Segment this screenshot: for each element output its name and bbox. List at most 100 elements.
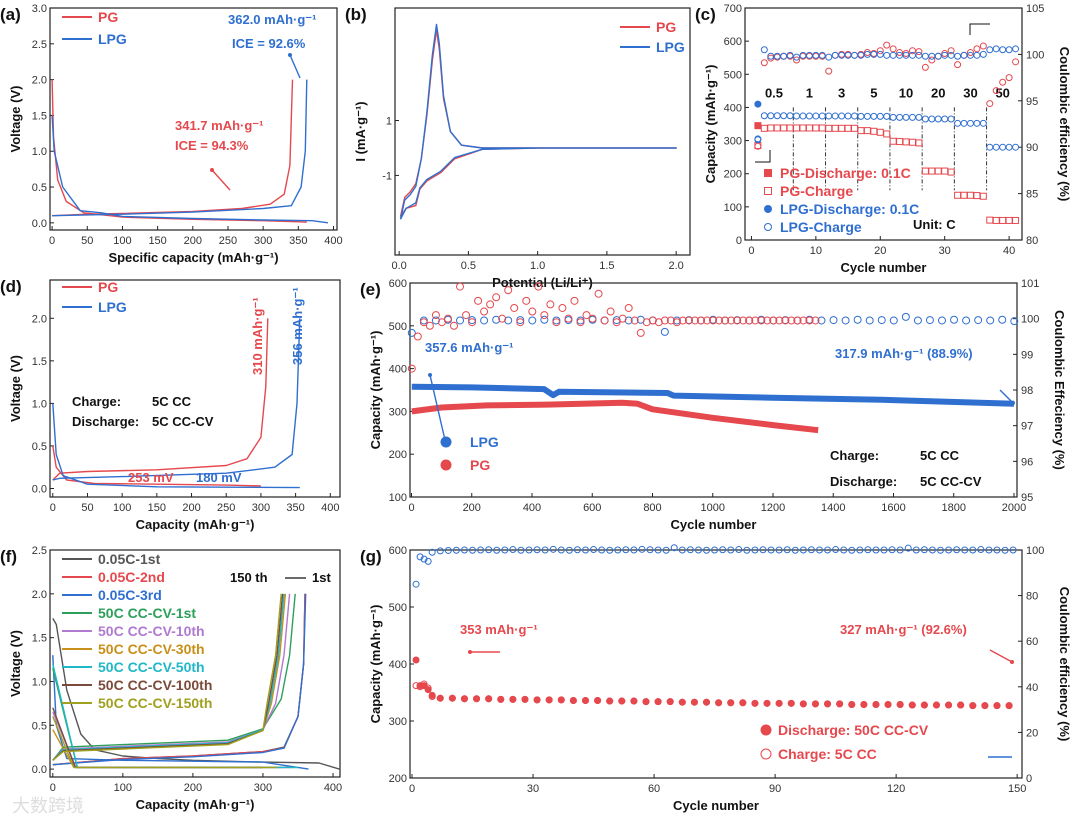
legend-item: PG-Charge (764, 183, 853, 199)
data-point (420, 555, 428, 563)
data-point (915, 139, 923, 147)
data-point (954, 52, 962, 60)
annotation: Charge: (72, 394, 121, 409)
data-point (876, 128, 884, 136)
x-tick-label: 0 (50, 502, 56, 514)
data-point (851, 124, 859, 132)
data-point (636, 328, 645, 337)
y2-tick-label: 80 (1026, 591, 1038, 603)
data-point (986, 46, 994, 54)
data-point (678, 316, 687, 325)
legend-label: 50C CC-CV-10th (98, 623, 205, 639)
data-point (921, 52, 929, 60)
data-point (863, 49, 871, 57)
data-point (485, 695, 493, 703)
data-point (630, 697, 638, 705)
y2-tick-label: 99 (1021, 349, 1033, 361)
x-axis-title: Cycle number (673, 798, 759, 813)
data-point (456, 282, 465, 291)
data-point (793, 53, 801, 61)
data-point (694, 546, 702, 554)
data-point (896, 113, 904, 121)
panel-label: (b) (345, 5, 367, 24)
data-point (618, 697, 626, 705)
data-point (504, 316, 513, 325)
data-point (581, 546, 589, 554)
data-point (1005, 702, 1013, 710)
data-point (966, 191, 974, 199)
legend-item: 50C CC-CV-100th (62, 677, 212, 693)
y2-tick-label: 40 (1026, 682, 1038, 694)
data-point (863, 127, 871, 135)
y-tick-label: 2.0 (32, 589, 47, 601)
data-point (793, 112, 801, 120)
plot-frame (49, 7, 338, 231)
data-point (896, 546, 904, 554)
data-point (880, 546, 888, 554)
data-point (818, 112, 826, 120)
data-point (872, 546, 880, 554)
data-point (786, 112, 794, 120)
legend-item: 50C CC-CV-10th (62, 623, 205, 639)
data-point (407, 328, 416, 337)
data-point (831, 124, 839, 132)
data-point (760, 748, 772, 760)
data-point (915, 48, 923, 56)
data-point (412, 580, 420, 588)
data-point (1012, 216, 1020, 224)
data-point (811, 700, 819, 708)
data-point (760, 724, 772, 736)
plot-frame (49, 549, 341, 778)
data-point (486, 300, 495, 309)
data-point (848, 700, 856, 708)
arrow-icon (289, 54, 301, 79)
data-point (443, 314, 452, 323)
y-tick-label: 300 (389, 716, 407, 728)
data-point (424, 557, 432, 565)
data-point (799, 316, 808, 325)
data-point (805, 124, 813, 132)
annotation: 341.7 mAh·g⁻¹ (175, 118, 264, 133)
legend-label: LPG (98, 31, 127, 47)
series-line (52, 593, 296, 761)
y2-tick-label: 20 (1026, 727, 1038, 739)
series-50c-150th-c (52, 593, 282, 761)
data-point (528, 316, 537, 325)
data-point (799, 546, 807, 554)
y-axis-title: Voltage (V) (8, 630, 23, 697)
data-point (509, 695, 517, 703)
series-0-05c-3rd-c (52, 593, 307, 766)
data-point (558, 303, 567, 312)
series-pg-discharge (52, 445, 261, 487)
data-point (896, 49, 904, 57)
x-tick-label: 1.0 (530, 260, 545, 272)
data-point (477, 546, 485, 554)
series-50c-150th-d (52, 716, 277, 769)
x-tick-label: 50 (81, 235, 93, 247)
data-point (557, 696, 565, 704)
data-point (437, 318, 446, 327)
data-point (799, 700, 807, 708)
x-tick-label: 400 (324, 782, 342, 794)
data-point (420, 680, 428, 688)
y-tick-label: 300 (389, 406, 407, 418)
data-point (841, 316, 850, 325)
data-point (751, 316, 760, 325)
data-point (799, 112, 807, 120)
x-tick-label: 0 (408, 502, 414, 514)
data-point (876, 47, 884, 55)
data-point (588, 314, 597, 323)
data-point (864, 546, 872, 554)
y-tick-label: 0.5 (32, 720, 47, 732)
data-point (462, 311, 471, 320)
data-point (570, 296, 579, 305)
data-point (860, 700, 868, 708)
data-point (564, 314, 573, 323)
axis-pointer-left-icon (755, 150, 771, 163)
data-point (517, 546, 525, 554)
data-point (546, 300, 555, 309)
data-point (775, 316, 784, 325)
data-point (498, 314, 507, 323)
data-point (807, 546, 815, 554)
